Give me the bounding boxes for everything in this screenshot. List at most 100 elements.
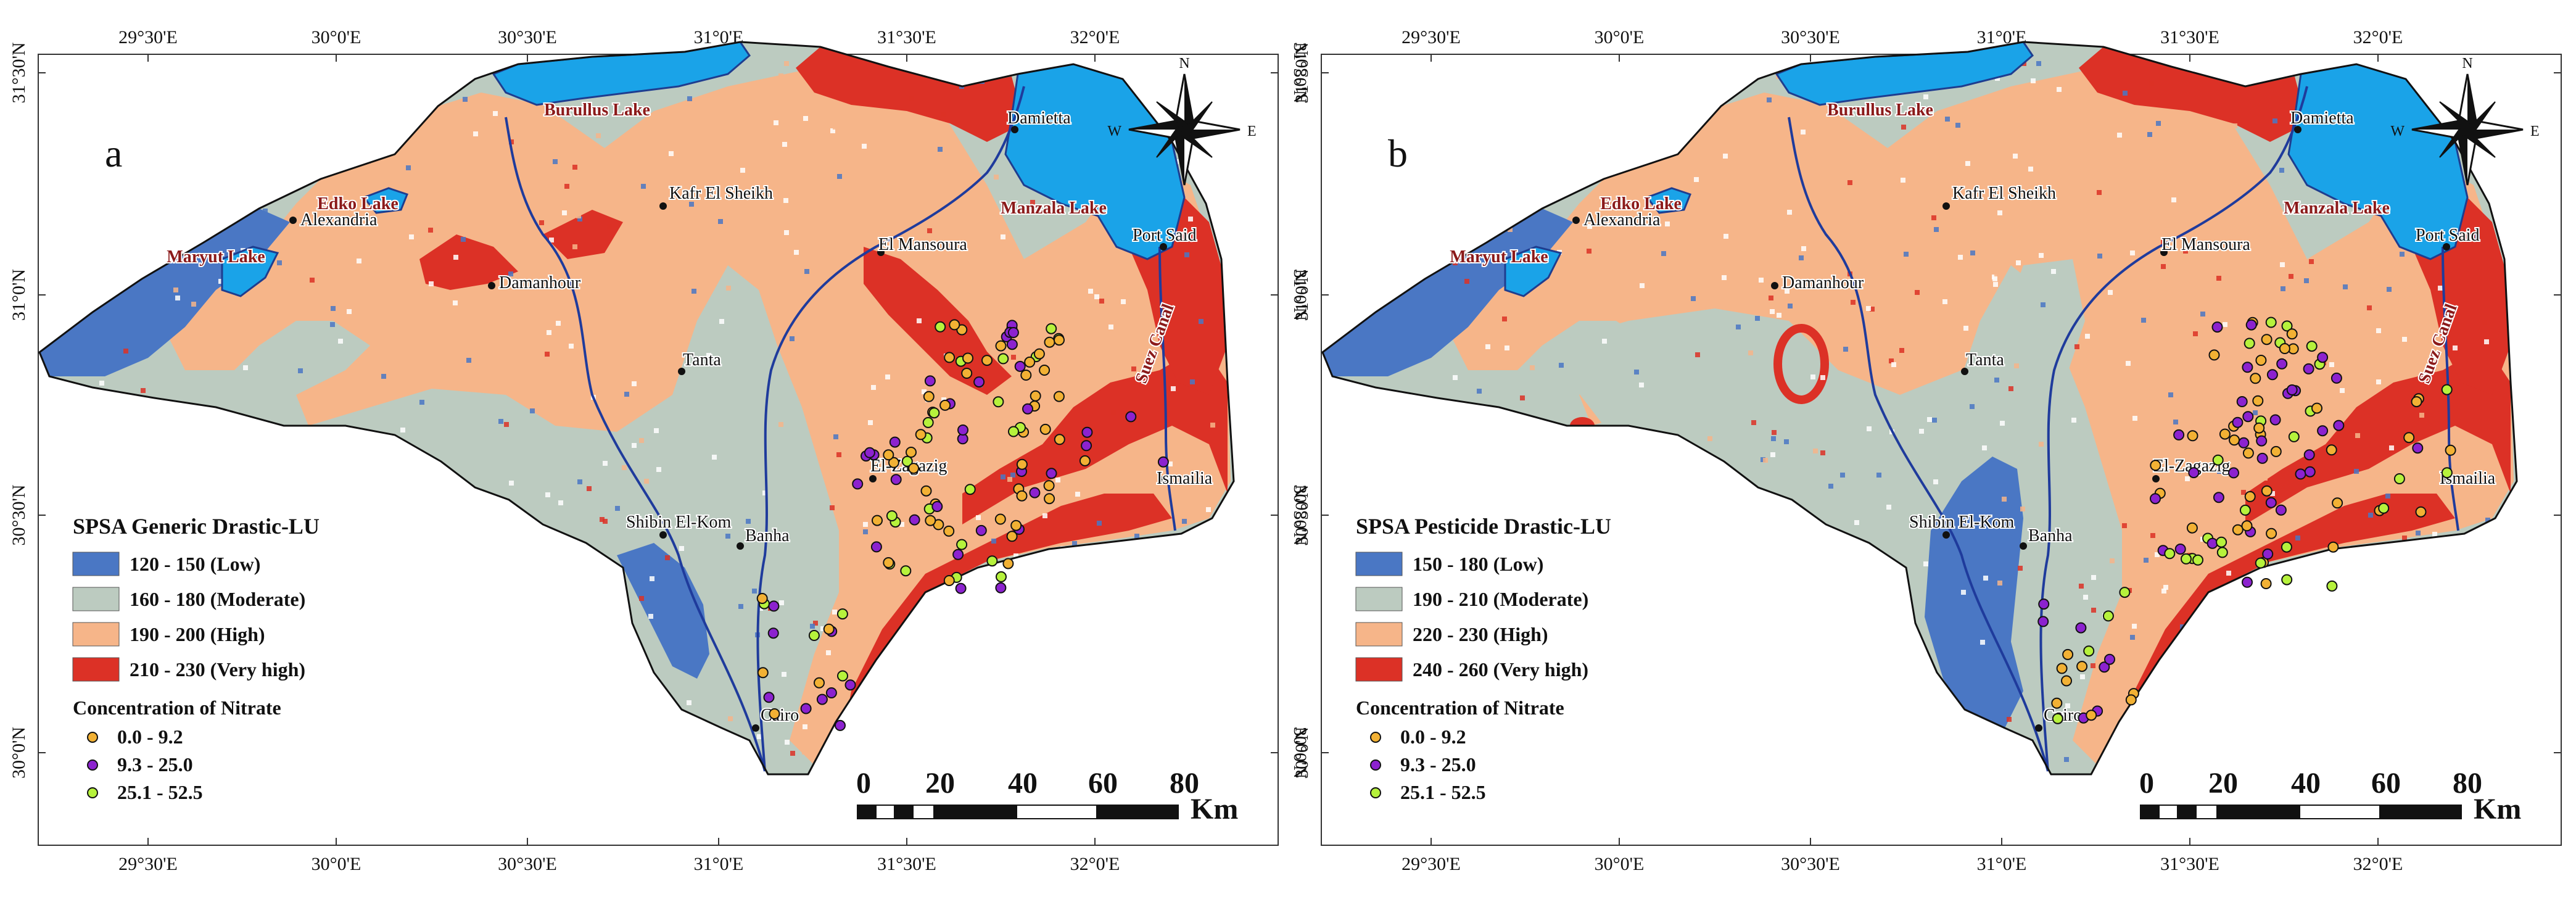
raster-pixel (1520, 395, 1525, 400)
nitrate-sample-point (995, 340, 1007, 352)
raster-pixel (1108, 325, 1113, 329)
city-marker (2443, 243, 2450, 250)
raster-pixel (2005, 594, 2010, 599)
class-very-high-area (1773, 324, 1829, 404)
raster-pixel (783, 198, 788, 203)
nitrate-sample-point (924, 375, 936, 387)
lat-label-right: 31°30'N (2573, 42, 2576, 103)
raster-pixel (2310, 331, 2314, 336)
nitrate-sample-point (2281, 320, 2293, 332)
lat-label-left: 31°30'N (1292, 42, 1312, 103)
nitrate-sample-point (1002, 558, 1014, 569)
raster-pixel (1854, 221, 1859, 226)
nitrate-legend-title: Concentration of Nitrate (1356, 697, 1564, 719)
raster-pixel (1072, 541, 1077, 546)
nitrate-sample-point (2330, 372, 2342, 384)
nitrate-sample-point (981, 355, 993, 366)
legend-class-label: 150 - 180 (Low) (1413, 553, 1543, 575)
raster-pixel (1810, 374, 1815, 379)
raster-pixel (2309, 259, 2314, 264)
raster-pixel (1876, 473, 1881, 478)
raster-pixel (803, 116, 808, 121)
legend-class-label: 220 - 230 (High) (1413, 623, 1548, 645)
nitrate-sample-point (870, 541, 882, 553)
raster-pixel (1055, 478, 1060, 482)
raster-pixel (2020, 507, 2025, 511)
nitrate-sample-point (1030, 390, 1041, 402)
study-area-outline (1321, 41, 2518, 776)
raster-pixel (758, 606, 763, 611)
raster-pixel (1634, 370, 1639, 374)
raster-pixel (2014, 363, 2019, 368)
nitrate-sample-point (2311, 402, 2322, 414)
raster-pixel (547, 330, 551, 335)
raster-pixel (802, 750, 807, 755)
nitrate-legend-title: Concentration of Nitrate (73, 697, 281, 719)
nitrate-sample-point (997, 353, 1009, 365)
nitrate-sample-point (763, 692, 775, 703)
nitrate-sample-point (2286, 384, 2298, 395)
raster-pixel (718, 219, 723, 224)
raster-pixel (2051, 269, 2056, 274)
nitrate-sample-point (2266, 528, 2277, 539)
raster-pixel (2071, 418, 2076, 423)
nitrate-sample-point (2181, 553, 2192, 565)
nitrate-sample-point (890, 474, 902, 486)
class-low-area (39, 209, 290, 376)
map-panel-a: 29°30'E 29°30'E 30°0'E 30°0'E 30°30'E 30°30'E… (9, 27, 1310, 874)
nitrate-sample-point (769, 708, 780, 719)
nitrate-sample-point (920, 485, 932, 497)
raster-pixel (2289, 274, 2293, 279)
raster-pixel (994, 175, 999, 180)
nitrate-sample-point (814, 677, 825, 689)
raster-pixel (2126, 217, 2131, 222)
raster-pixel (679, 546, 684, 551)
nitrate-sample-point (883, 557, 894, 568)
nitrate-sample-point (2119, 587, 2131, 598)
raster-pixel (991, 539, 996, 544)
raster-pixel (938, 147, 943, 152)
raster-pixel (1955, 123, 1960, 128)
raster-pixel (562, 210, 567, 215)
raster-pixel (863, 529, 868, 534)
nitrate-legend-symbol (1370, 787, 1381, 798)
raster-pixel (2002, 497, 2007, 502)
lon-label-top: 30°0'E (312, 27, 361, 48)
city-label: Tanta (1966, 350, 2004, 370)
nitrate-sample-point (1007, 327, 1019, 338)
raster-pixel (1722, 275, 1727, 280)
city-marker (1771, 282, 1778, 289)
nitrate-sample-point (2207, 537, 2218, 549)
lon-label-top: 29°30'E (118, 27, 178, 48)
raster-pixel (600, 517, 605, 522)
raster-pixel (575, 108, 580, 113)
raster-pixel (428, 228, 433, 233)
raster-pixel (778, 422, 783, 427)
scale-tick-label: 20 (925, 767, 955, 800)
city-marker (659, 531, 667, 539)
lat-label-right: 31°30'N (1290, 42, 1310, 103)
lon-label-top: 32°0'E (1070, 27, 1120, 48)
raster-pixel (1889, 358, 1894, 363)
raster-pixel (706, 362, 711, 366)
raster-pixel (2016, 260, 2021, 265)
raster-pixel (2194, 212, 2198, 217)
raster-pixel (752, 589, 757, 594)
nitrate-sample-point (2174, 544, 2186, 555)
raster-pixel (1694, 177, 1699, 182)
nitrate-sample-point (2262, 548, 2274, 560)
raster-pixel (1923, 561, 1928, 566)
raster-pixel (596, 133, 601, 138)
scale-segment (894, 805, 914, 819)
legend-class-label: 190 - 210 (Moderate) (1413, 588, 1588, 610)
map-panel-b: 29°30'E 29°30'E 30°0'E 30°0'E 30°30'E 30°30'E… (1292, 27, 2576, 874)
water-label: Burullus Lake (1827, 101, 1933, 120)
nitrate-sample-point (952, 548, 964, 560)
class-very-high-area (419, 234, 518, 290)
nitrate-legend-label: 25.1 - 52.5 (117, 781, 203, 803)
raster-pixel (1993, 282, 1998, 287)
raster-pixel (535, 366, 540, 371)
raster-pixel (577, 479, 582, 484)
raster-pixel (1602, 339, 1607, 344)
raster-pixel (927, 363, 931, 368)
